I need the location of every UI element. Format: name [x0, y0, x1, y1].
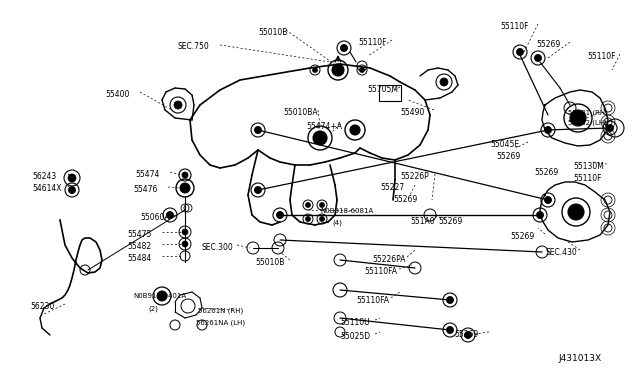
- Text: 55130M: 55130M: [573, 162, 604, 171]
- Circle shape: [68, 186, 76, 193]
- Text: 55502 (LH): 55502 (LH): [568, 120, 607, 126]
- Circle shape: [350, 125, 360, 135]
- Circle shape: [545, 126, 552, 134]
- Text: 55269: 55269: [510, 232, 534, 241]
- Text: 55501 (RH): 55501 (RH): [568, 110, 608, 116]
- Circle shape: [447, 296, 454, 304]
- Circle shape: [440, 78, 448, 86]
- Circle shape: [360, 67, 365, 73]
- Text: 55476: 55476: [133, 185, 157, 194]
- Text: 55010B: 55010B: [255, 258, 284, 267]
- Text: 55269: 55269: [496, 152, 520, 161]
- Text: 56243: 56243: [32, 172, 56, 181]
- Circle shape: [313, 131, 327, 145]
- Text: 55110U: 55110U: [340, 318, 370, 327]
- Circle shape: [255, 186, 262, 193]
- Text: 55226PA: 55226PA: [372, 255, 406, 264]
- Text: 55110F: 55110F: [500, 22, 529, 31]
- Circle shape: [182, 172, 188, 178]
- Text: 55110FA: 55110FA: [356, 296, 389, 305]
- Text: 56230: 56230: [30, 302, 54, 311]
- Text: 55110F: 55110F: [587, 52, 616, 61]
- Text: (4): (4): [332, 220, 342, 227]
- Text: 55269: 55269: [454, 330, 478, 339]
- Circle shape: [570, 110, 586, 126]
- Text: 55110FA: 55110FA: [364, 267, 397, 276]
- Text: 55045E: 55045E: [490, 140, 519, 149]
- Circle shape: [319, 217, 324, 221]
- Text: 55010B: 55010B: [258, 28, 287, 37]
- Text: 55010BA: 55010BA: [283, 108, 317, 117]
- Text: 55025D: 55025D: [340, 332, 370, 341]
- Circle shape: [335, 67, 340, 73]
- Text: 55269: 55269: [438, 217, 462, 226]
- Circle shape: [545, 196, 552, 203]
- Circle shape: [516, 48, 524, 55]
- Bar: [379, 85, 401, 101]
- Text: SEC.430: SEC.430: [546, 248, 578, 257]
- Text: N0B918-3401A: N0B918-3401A: [133, 293, 186, 299]
- Circle shape: [332, 64, 344, 76]
- Text: 55400: 55400: [105, 90, 129, 99]
- Text: 55226P: 55226P: [400, 172, 429, 181]
- Text: (2): (2): [148, 305, 158, 311]
- Circle shape: [180, 183, 190, 193]
- Text: 55482: 55482: [127, 242, 151, 251]
- Text: 551A0: 551A0: [410, 217, 435, 226]
- Text: 55110F: 55110F: [573, 174, 602, 183]
- Circle shape: [465, 331, 472, 339]
- Circle shape: [276, 212, 284, 218]
- Text: J431013X: J431013X: [558, 354, 601, 363]
- Circle shape: [340, 45, 348, 51]
- Circle shape: [447, 327, 454, 334]
- Circle shape: [166, 212, 173, 218]
- Text: 55484: 55484: [127, 254, 151, 263]
- Text: SEC.300: SEC.300: [202, 243, 234, 252]
- Circle shape: [68, 174, 76, 182]
- Text: 56261NA (LH): 56261NA (LH): [196, 320, 245, 327]
- Text: 55227: 55227: [380, 183, 404, 192]
- Text: 55475: 55475: [127, 230, 152, 239]
- Circle shape: [182, 229, 188, 235]
- Text: 55474+A: 55474+A: [306, 122, 342, 131]
- Text: 55474: 55474: [135, 170, 159, 179]
- Text: 56261N (RH): 56261N (RH): [198, 308, 243, 314]
- Circle shape: [319, 202, 324, 208]
- Text: 55110F: 55110F: [358, 38, 387, 47]
- Circle shape: [255, 126, 262, 134]
- Circle shape: [536, 212, 543, 218]
- Text: 55060A: 55060A: [140, 213, 170, 222]
- Text: N0B918-6081A: N0B918-6081A: [320, 208, 373, 214]
- Circle shape: [317, 135, 323, 141]
- Circle shape: [174, 101, 182, 109]
- Text: 55269: 55269: [534, 168, 558, 177]
- Circle shape: [182, 241, 188, 247]
- Circle shape: [312, 67, 317, 73]
- Text: 55269: 55269: [536, 40, 560, 49]
- Text: SEC.750: SEC.750: [178, 42, 210, 51]
- Circle shape: [575, 115, 581, 121]
- Text: 54614X: 54614X: [32, 184, 61, 193]
- Circle shape: [573, 209, 579, 215]
- Circle shape: [305, 217, 310, 221]
- Text: 55269: 55269: [393, 195, 417, 204]
- Circle shape: [568, 204, 584, 220]
- Circle shape: [157, 291, 167, 301]
- Text: 55705M: 55705M: [367, 85, 398, 94]
- Circle shape: [607, 125, 614, 131]
- Text: 55490: 55490: [400, 108, 424, 117]
- Circle shape: [305, 202, 310, 208]
- Circle shape: [534, 55, 541, 61]
- Circle shape: [183, 186, 187, 190]
